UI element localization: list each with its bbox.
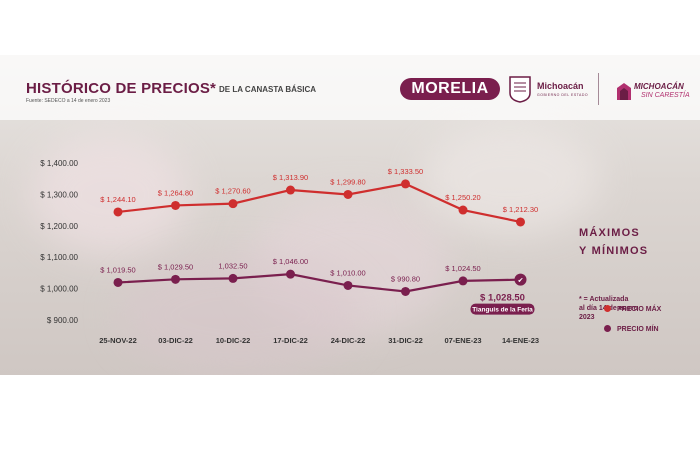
- x-tick-label: 25-NOV-22: [99, 336, 137, 345]
- x-tick-label: 03-DIC-22: [158, 336, 193, 345]
- min-data-point: [228, 273, 238, 283]
- max-data-point: [343, 189, 353, 199]
- legend-max-dot: [604, 305, 611, 312]
- max-data-point: [113, 207, 123, 217]
- background-blob: [30, 135, 190, 255]
- background-blob: [420, 125, 600, 235]
- y-tick-label: $ 1,200.00: [40, 222, 78, 231]
- min-data-label: 1,032.50: [218, 261, 247, 270]
- min-data-label: $ 1,029.50: [158, 262, 193, 271]
- x-tick-label: 10-DIC-22: [216, 336, 251, 345]
- min-series-line: [117, 273, 521, 293]
- min-data-point: [401, 286, 410, 296]
- max-data-point: [228, 199, 238, 209]
- min-data-label: $ 1,010.00: [330, 268, 365, 277]
- campaign-name: MICHOACÁN: [634, 82, 684, 91]
- side-title: MÁXIMOS Y MÍNIMOS: [579, 224, 648, 260]
- max-data-label: $ 1,244.10: [100, 195, 135, 204]
- page-subtitle: DE LA CANASTA BÁSICA: [219, 85, 317, 94]
- x-tick-label: 14-ENE-23: [502, 336, 539, 345]
- max-data-label: $ 1,299.80: [330, 177, 365, 186]
- max-series-line: [117, 182, 521, 224]
- max-data-point: [171, 200, 180, 210]
- legend-min: PRECIO MÍN: [604, 325, 659, 333]
- min-data-label: $ 990.80: [391, 274, 420, 283]
- city-badge: MORELIA: [400, 78, 500, 100]
- min-data-label: $ 1,019.50: [100, 265, 135, 274]
- government-name: Michoacán: [537, 81, 584, 91]
- highlight-point: [514, 273, 527, 286]
- side-title-line2: Y MÍNIMOS: [579, 245, 649, 257]
- min-data-point: [171, 274, 180, 284]
- max-data-label: $ 1,270.60: [215, 187, 250, 196]
- x-tick-label: 07-ENE-23: [444, 336, 481, 345]
- background-blob: [120, 255, 360, 375]
- min-data-point: [458, 276, 468, 286]
- max-data-label: $ 1,250.20: [445, 193, 480, 202]
- campaign-logo-icon: [617, 83, 631, 100]
- y-tick-label: $ 1,000.00: [40, 285, 78, 294]
- legend-min-dot: [604, 325, 611, 332]
- logo-divider: [598, 73, 599, 105]
- max-data-label: $ 1,264.80: [158, 188, 193, 197]
- price-chart: $ 900.00 $ 1,000.00 $ 1,100.00 $ 1,200.00 $ …: [40, 159, 539, 345]
- y-tick-label: $ 900.00: [47, 316, 79, 325]
- legend-max-label: PRECIO MÁX: [617, 306, 662, 313]
- highlight-tag-background: [470, 303, 535, 315]
- max-data-point: [458, 205, 468, 215]
- min-data-label: $ 1,046.00: [273, 257, 308, 266]
- legend-min-label: PRECIO MÍN: [617, 326, 659, 333]
- legend-max: PRECIO MÁX: [604, 305, 661, 313]
- min-data-label: $ 1,024.50: [445, 264, 480, 273]
- government-subtitle: GOBIERNO DEL ESTADO: [537, 93, 589, 97]
- y-tick-label: $ 1,300.00: [40, 190, 78, 199]
- infographic-card: HISTÓRICO DE PRECIOS* DE LA CANASTA BÁSI…: [0, 55, 700, 375]
- max-data-point: [286, 185, 295, 195]
- x-tick-label: 24-DIC-22: [331, 336, 366, 345]
- thumbs-up-icon: ✔: [518, 277, 524, 285]
- update-note-line1: * = Actualizada: [579, 296, 629, 303]
- max-data-label: $ 1,212.30: [503, 205, 538, 214]
- campaign-tagline: SIN CARESTÍA: [641, 92, 690, 99]
- max-data-label: $ 1,333.50: [388, 167, 423, 176]
- min-data-point: [286, 269, 295, 279]
- update-note-line3: 2023: [579, 314, 595, 321]
- page-title: HISTÓRICO DE PRECIOS*: [26, 80, 217, 97]
- max-data-point: [516, 217, 525, 227]
- y-tick-label: $ 1,400.00: [40, 159, 78, 168]
- source-note: Fuente: SEDECO a 14 de enero 2023: [26, 98, 111, 104]
- header-band: [0, 55, 700, 120]
- max-data-point: [401, 179, 410, 189]
- highlight-value-label: $ 1,028.50: [480, 293, 525, 304]
- side-title-line1: MÁXIMOS: [579, 227, 640, 239]
- y-tick-label: $ 1,100.00: [40, 253, 78, 262]
- min-data-point: [113, 277, 123, 287]
- max-data-label: $ 1,313.90: [273, 173, 308, 182]
- x-tick-label: 17-DIC-22: [273, 336, 308, 345]
- highlight-tag-label: Tianguis de la Feria: [472, 307, 533, 314]
- x-tick-label: 31-DIC-22: [388, 336, 423, 345]
- state-seal-icon: [509, 76, 531, 103]
- min-data-point: [343, 280, 353, 290]
